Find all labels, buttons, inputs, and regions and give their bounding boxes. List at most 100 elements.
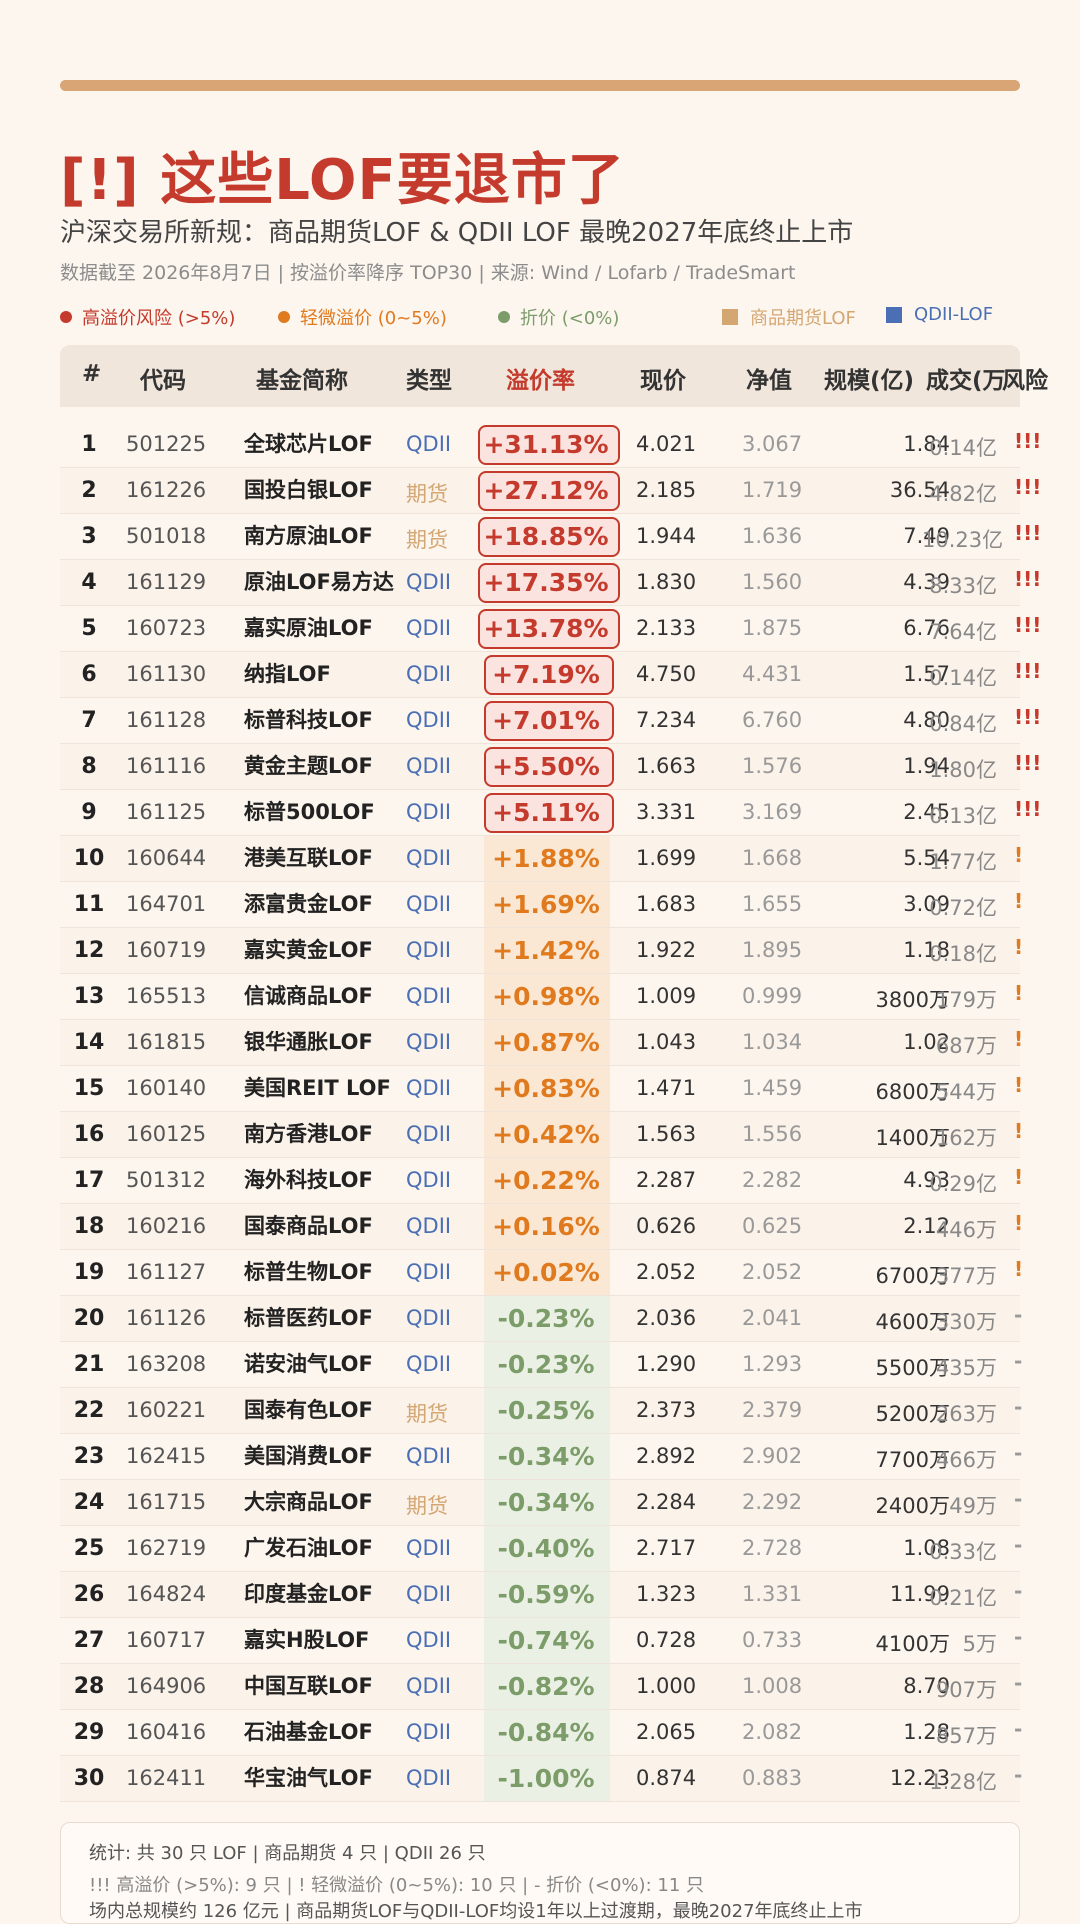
premium-cell-background: [484, 1572, 610, 1617]
trade-volume: 1.28亿: [929, 1770, 997, 1794]
fund-scale: 36.54: [889, 478, 950, 502]
fund-name: 标普500LOF: [244, 800, 375, 824]
fund-type: QDII: [406, 892, 452, 916]
header-type: 类型: [406, 368, 452, 394]
table-row: 24 161715 大宗商品LOF 期货 -0.34% 2.284 2.292 2400万 49…: [60, 1480, 1022, 1526]
trade-volume: 435万: [935, 1356, 997, 1380]
row-number: 24: [73, 1490, 105, 1515]
premium-rate: +0.98%: [492, 982, 600, 1011]
fund-scale: 4.93: [903, 1168, 950, 1192]
row-number: 14: [73, 1030, 105, 1055]
fund-scale: 12.23: [889, 1766, 950, 1790]
fund-code: 160723: [126, 616, 207, 640]
fund-name: 港美互联LOF: [244, 846, 373, 870]
fund-name: 嘉实黄金LOF: [244, 938, 373, 962]
fund-type: QDII: [406, 938, 452, 962]
table-row: 20 161126 标普医药LOF QDII -0.23% 2.036 2.041 4600万…: [60, 1296, 1022, 1342]
premium-rate: -0.74%: [497, 1626, 595, 1655]
fund-name: 华宝油气LOF: [244, 1766, 373, 1790]
row-number: 17: [73, 1168, 105, 1193]
premium-highlight-box: [484, 701, 614, 741]
fund-name: 黄金主题LOF: [244, 754, 373, 778]
premium-rate: +1.42%: [492, 936, 600, 965]
net-asset-value: 0.999: [742, 984, 803, 1008]
trade-volume: 0.14亿: [929, 666, 997, 690]
row-number: 8: [81, 754, 97, 779]
table-row: 27 160717 嘉实H股LOF QDII -0.74% 0.728 0.733 4100万…: [60, 1618, 1022, 1664]
row-number: 15: [73, 1076, 105, 1101]
fund-scale: 4600万: [875, 1310, 950, 1334]
trade-volume: 0.14亿: [929, 436, 997, 460]
premium-rate: -0.34%: [497, 1442, 595, 1471]
table-row: 16 160125 南方香港LOF QDII +0.42% 1.563 1.556 1400万…: [60, 1112, 1024, 1158]
table-row: 29 160416 石油基金LOF QDII -0.84% 2.065 2.082 1.28 8…: [60, 1710, 1023, 1756]
trade-volume: 0.33亿: [929, 1540, 997, 1564]
fund-type: 期货: [406, 1402, 448, 1426]
fund-scale: 7700万: [875, 1448, 950, 1472]
risk-indicator: !: [1014, 1165, 1024, 1189]
fund-scale: 4100万: [875, 1632, 950, 1656]
risk-indicator: !: [1014, 1119, 1024, 1143]
premium-rate: -1.00%: [497, 1764, 595, 1793]
fund-type: QDII: [406, 570, 452, 594]
fund-type: QDII: [406, 1352, 452, 1376]
premium-rate: -0.84%: [497, 1718, 595, 1747]
trade-volume: 263万: [935, 1402, 997, 1426]
fund-type: 期货: [406, 482, 448, 506]
premium-rate: +17.35%: [483, 568, 609, 597]
fund-code: 161130: [126, 662, 207, 686]
green-dot-icon: [498, 311, 510, 323]
risk-indicator: !!!: [1014, 613, 1042, 637]
net-asset-value: 2.082: [742, 1720, 803, 1744]
premium-rate: +0.22%: [492, 1166, 600, 1195]
fund-type: QDII: [406, 662, 452, 686]
fund-name: 标普医药LOF: [244, 1306, 373, 1330]
row-number: 3: [81, 524, 97, 549]
table-row: 8 161116 黄金主题LOF QDII +5.50% 1.663 1.576 1.94 1.…: [60, 744, 1041, 790]
premium-rate: +0.87%: [492, 1028, 600, 1057]
fund-code: 160644: [126, 846, 207, 870]
fund-name: 南方香港LOF: [244, 1122, 373, 1146]
fund-name: 标普科技LOF: [244, 708, 373, 732]
fund-table: # 代码 基金简称 类型 溢价率 现价 净值 规模(亿) 成交(万 风险 1 50…: [60, 345, 1048, 1802]
net-asset-value: 1.560: [742, 570, 803, 594]
risk-indicator: !!!: [1014, 751, 1042, 775]
fund-code: 165513: [126, 984, 207, 1008]
current-price: 2.185: [636, 478, 697, 502]
row-number: 5: [81, 616, 97, 641]
current-price: 7.234: [636, 708, 697, 732]
fund-name: 印度基金LOF: [244, 1582, 373, 1606]
current-price: 1.000: [636, 1674, 697, 1698]
fund-name: 全球芯片LOF: [244, 432, 373, 456]
summary-footer: 统计: 共 30 只 LOF | 商品期货 4 只 | QDII 26 只 !!…: [60, 1822, 1020, 1924]
trade-volume: 1.77亿: [929, 850, 997, 874]
table-row: 13 165513 信诚商品LOF QDII +0.98% 1.009 0.999 3800万…: [60, 974, 1023, 1020]
net-asset-value: 1.576: [742, 754, 803, 778]
table-row: 10 160644 港美互联LOF QDII +1.88% 1.699 1.668 5.54 1…: [60, 836, 1023, 882]
net-asset-value: 0.625: [742, 1214, 803, 1238]
risk-indicator: !!!: [1014, 567, 1042, 591]
fund-code: 160719: [126, 938, 207, 962]
fund-type: 期货: [406, 528, 448, 552]
fund-code: 162411: [126, 1766, 207, 1790]
fund-code: 161128: [126, 708, 207, 732]
fund-type: QDII: [406, 1260, 452, 1284]
current-price: 1.043: [636, 1030, 697, 1054]
current-price: 1.830: [636, 570, 697, 594]
row-number: 22: [73, 1398, 105, 1423]
fund-code: 160717: [126, 1628, 207, 1652]
net-asset-value: 2.052: [742, 1260, 803, 1284]
table-row: 18 160216 国泰商品LOF QDII +0.16% 0.626 0.625 2.12 4…: [60, 1204, 1023, 1250]
fund-type: QDII: [406, 708, 452, 732]
fund-type: QDII: [406, 1168, 452, 1192]
net-asset-value: 0.883: [742, 1766, 803, 1790]
fund-code: 163208: [126, 1352, 207, 1376]
row-number: 27: [73, 1628, 105, 1653]
legend-high-label: 高溢价风险 (>5%): [82, 308, 236, 329]
trade-volume: 49万: [949, 1494, 997, 1518]
trade-volume: 907万: [935, 1678, 997, 1702]
fund-code: 161815: [126, 1030, 207, 1054]
current-price: 2.052: [636, 1260, 697, 1284]
fund-scale: 6.76: [903, 616, 950, 640]
risk-indicator: -: [1014, 1717, 1023, 1741]
